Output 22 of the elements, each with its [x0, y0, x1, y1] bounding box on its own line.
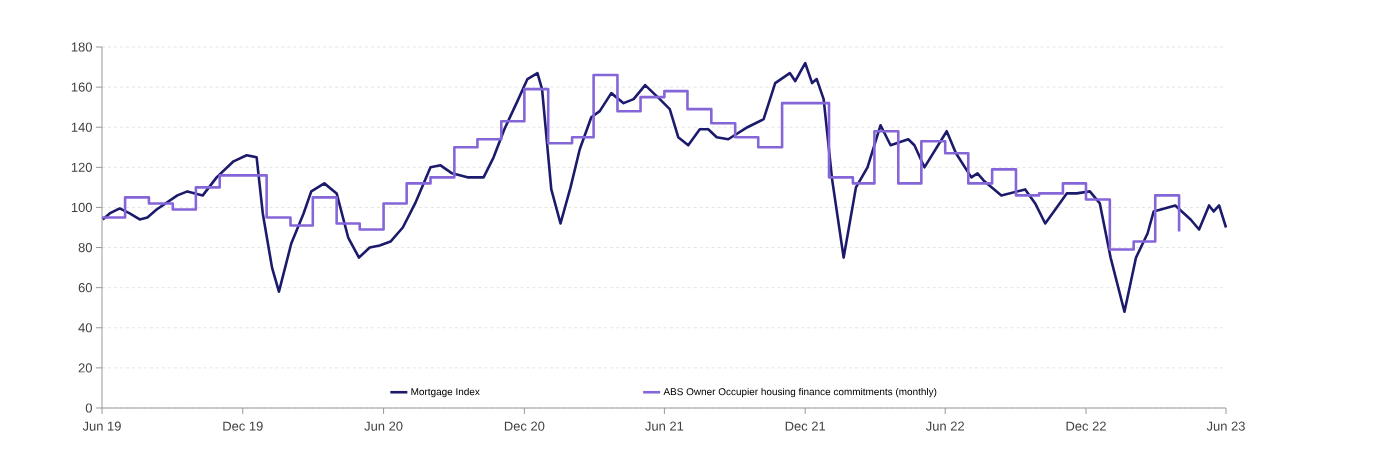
x-tick-label: Jun 20 — [364, 421, 403, 431]
x-tick-label: Dec 20 — [504, 421, 545, 431]
y-tick-label: 20 — [78, 363, 92, 373]
legend-label: Mortgage Index — [411, 387, 480, 398]
x-tick-label: Dec 19 — [223, 421, 263, 431]
y-tick-label: 40 — [78, 323, 92, 333]
y-tick-label: 60 — [78, 283, 92, 293]
y-tick-label: 140 — [71, 122, 92, 132]
x-tick-label: Dec 21 — [785, 421, 826, 431]
x-tick-label: Jun 21 — [645, 421, 684, 431]
legend-label: ABS Owner Occupier housing finance commitments (monthly) — [663, 387, 937, 398]
x-tick-label: Jun 22 — [925, 421, 964, 431]
line-series — [101, 61, 1228, 314]
y-tick-label: 0 — [85, 403, 92, 413]
y-tick-label: 160 — [71, 82, 92, 92]
y-tick-label: 100 — [71, 202, 92, 213]
y-tick-label: 80 — [78, 242, 92, 253]
x-tick-label: Jun 23 — [1206, 421, 1245, 431]
y-tick-label: 180 — [71, 42, 92, 52]
x-tick-label: Jun 19 — [82, 421, 121, 431]
x-tick-label: Dec 22 — [1066, 421, 1106, 431]
y-tick-label: 120 — [71, 162, 92, 172]
